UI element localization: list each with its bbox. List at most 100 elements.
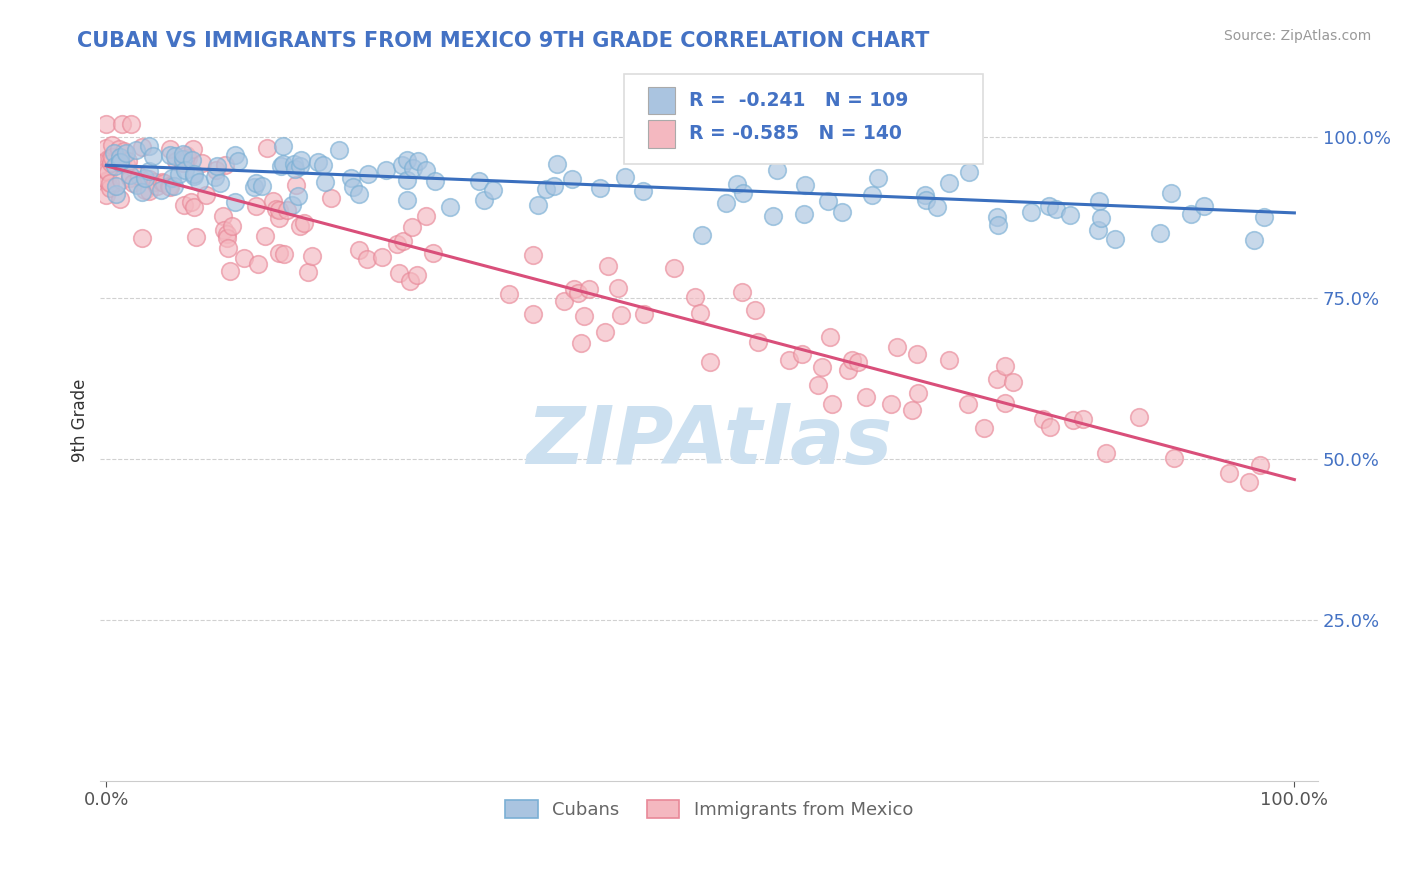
Point [284, 161, 307, 176]
Point [292, 216, 315, 230]
Point [108, 192, 131, 206]
Point [173, 198, 195, 212]
Point [204, 169, 226, 184]
Point [172, 156, 194, 170]
Point [395, 194, 418, 208]
Point [482, 183, 505, 197]
Point [328, 144, 350, 158]
Point [817, 194, 839, 209]
Text: ZIPAtlas: ZIPAtlas [526, 403, 893, 481]
Point [468, 174, 491, 188]
Point [837, 363, 859, 377]
Point [188, 175, 211, 189]
Point [731, 285, 754, 299]
Point [415, 210, 437, 224]
Point [205, 162, 228, 177]
Point [1087, 222, 1109, 236]
Point [1001, 376, 1024, 390]
Point [357, 167, 380, 181]
Point [562, 282, 585, 296]
Text: Source: ZipAtlas.com: Source: ZipAtlas.com [1223, 29, 1371, 43]
Point [683, 290, 706, 304]
Point [287, 189, 309, 203]
Point [232, 251, 254, 265]
Point [212, 209, 235, 223]
Point [138, 164, 160, 178]
Point [401, 219, 423, 234]
Point [1032, 412, 1054, 426]
Point [846, 354, 869, 368]
Point [633, 307, 655, 321]
Point [395, 153, 418, 168]
Point [117, 153, 139, 168]
Point [1039, 419, 1062, 434]
Point [104, 159, 127, 173]
Point [778, 353, 800, 368]
Point [125, 178, 148, 193]
Point [692, 227, 714, 242]
Point [205, 160, 228, 174]
Point [1180, 207, 1202, 221]
Point [339, 171, 361, 186]
Point [425, 174, 447, 188]
Point [356, 252, 378, 266]
Point [181, 142, 204, 156]
Point [180, 195, 202, 210]
Point [96, 163, 118, 178]
Point [589, 180, 612, 194]
Point [699, 355, 721, 369]
Point [159, 180, 181, 194]
Point [569, 335, 592, 350]
Point [96, 117, 118, 131]
Point [269, 203, 291, 218]
Point [880, 396, 903, 410]
Point [762, 210, 785, 224]
Point [246, 256, 269, 270]
Point [994, 359, 1017, 373]
Point [1253, 210, 1275, 224]
Point [114, 157, 136, 171]
Point [217, 241, 239, 255]
Point [439, 200, 461, 214]
Point [731, 186, 754, 201]
Point [120, 117, 142, 131]
Point [1090, 211, 1112, 226]
Point [725, 177, 748, 191]
Point [111, 153, 134, 167]
Point [522, 248, 544, 262]
Point [831, 204, 853, 219]
Point [167, 167, 190, 181]
Point [593, 325, 616, 339]
Point [321, 191, 343, 205]
Point [245, 176, 267, 190]
Point [614, 169, 637, 184]
Point [574, 309, 596, 323]
Point [546, 157, 568, 171]
Point [159, 142, 181, 156]
Point [811, 359, 834, 374]
Point [610, 308, 633, 322]
Point [1062, 413, 1084, 427]
Point [118, 168, 141, 182]
Point [1073, 412, 1095, 426]
Point [938, 353, 960, 368]
Point [138, 171, 160, 186]
Point [415, 163, 437, 178]
Point [149, 183, 172, 197]
Point [153, 176, 176, 190]
Point [472, 193, 495, 207]
Point [388, 266, 411, 280]
Point [744, 303, 766, 318]
Point [100, 156, 122, 170]
Point [1059, 208, 1081, 222]
Point [180, 153, 202, 168]
Point [375, 163, 398, 178]
Point [131, 186, 153, 200]
Point [818, 330, 841, 344]
Point [224, 195, 246, 210]
Point [1160, 186, 1182, 200]
Point [138, 138, 160, 153]
Point [103, 145, 125, 160]
Point [307, 155, 329, 169]
Point [664, 260, 686, 275]
